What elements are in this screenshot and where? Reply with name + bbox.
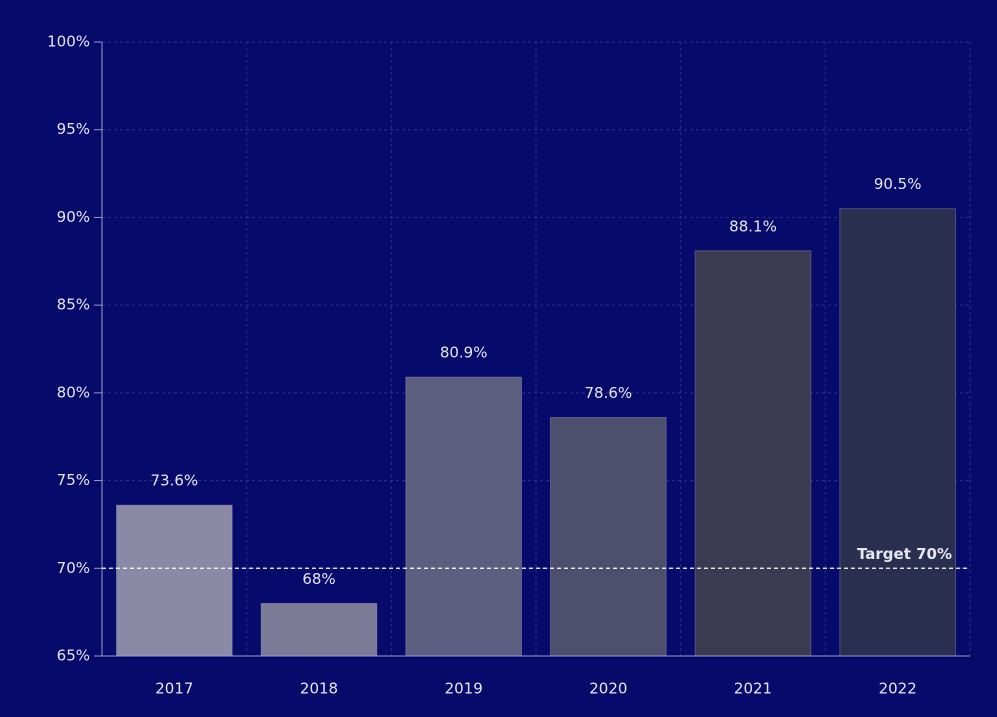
x-tick-label: 2018 — [300, 680, 338, 698]
value-label: 68% — [302, 570, 335, 588]
target-label: Target 70% — [857, 545, 952, 563]
bar — [839, 208, 957, 657]
value-label: 80.9% — [440, 344, 488, 362]
y-tick-label: 75% — [57, 471, 90, 489]
y-tick-label: 85% — [57, 296, 90, 314]
x-tick-label: 2020 — [589, 680, 627, 698]
x-tick-label: 2022 — [879, 680, 917, 698]
bar — [694, 250, 812, 657]
value-label: 88.1% — [729, 217, 777, 235]
x-tick-label: 2017 — [155, 680, 193, 698]
y-tick-label: 95% — [57, 120, 90, 138]
y-tick-label: 90% — [57, 208, 90, 226]
bar — [549, 416, 667, 657]
y-tick-label: 65% — [57, 647, 90, 665]
value-label: 90.5% — [874, 175, 922, 193]
bar — [260, 602, 378, 657]
bar — [405, 376, 523, 657]
x-tick-label: 2021 — [734, 680, 772, 698]
y-tick-label: 70% — [57, 559, 90, 577]
bar — [115, 504, 233, 657]
y-tick-label: 80% — [57, 383, 90, 401]
x-tick-label: 2019 — [445, 680, 483, 698]
value-label: 78.6% — [585, 384, 633, 402]
y-tick-label: 100% — [47, 33, 90, 51]
value-label: 73.6% — [151, 472, 199, 490]
